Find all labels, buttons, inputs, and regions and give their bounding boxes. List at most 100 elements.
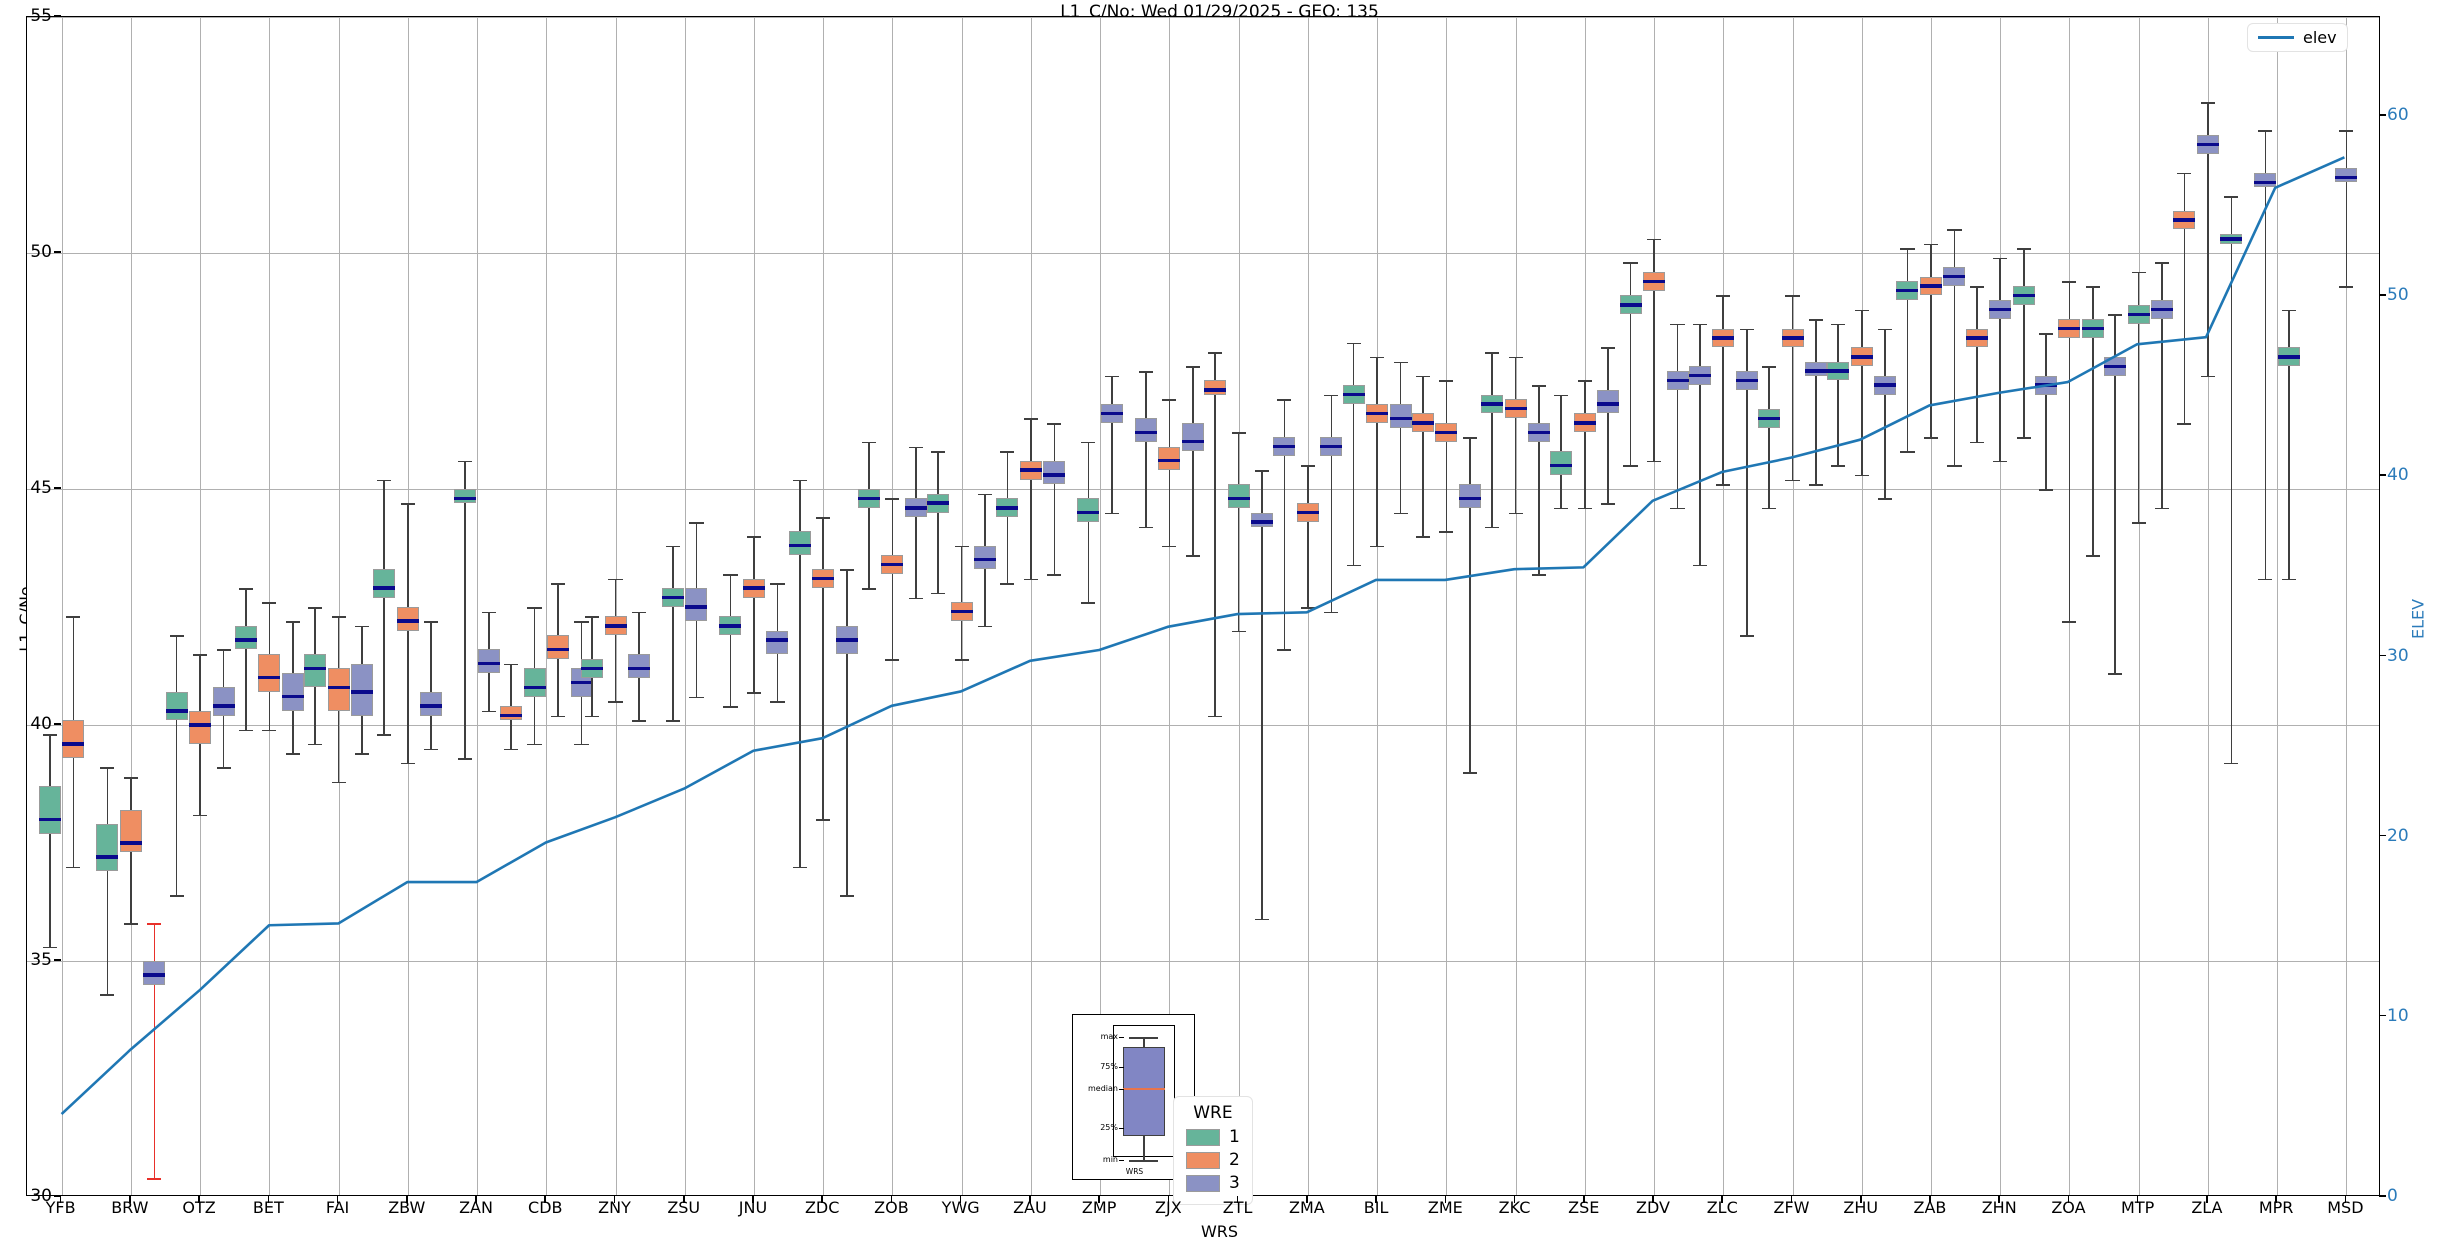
y-axis-tick-left: 55 [6, 6, 61, 26]
gridline-vertical [2138, 17, 2140, 1195]
boxplot-median [1366, 411, 1389, 416]
boxplot-cap-max [1508, 356, 1523, 359]
boxplot-cap-min [2258, 578, 2273, 581]
x-axis-tickmark [2206, 1196, 2208, 1203]
boxplot-box[interactable] [38, 786, 61, 834]
boxplot-cap-min [481, 710, 496, 713]
elev-legend[interactable]: elev [2247, 23, 2348, 52]
boxplot-box[interactable] [189, 710, 212, 744]
x-axis-tickmark [682, 1196, 685, 1203]
gridline-horizontal [27, 961, 2379, 962]
boxplot-cap-min [1277, 649, 1292, 652]
boxplot-cap-min [2016, 437, 2031, 439]
x-axis-tick-zdc: ZDC [804, 1198, 840, 1217]
boxplot-median [1943, 274, 1966, 279]
gridline-vertical [1030, 17, 1032, 1195]
boxplot-cap-min [2062, 621, 2077, 623]
boxplot-box[interactable] [327, 668, 350, 711]
boxplot-median [327, 685, 350, 689]
gridline-vertical [1377, 17, 1379, 1195]
boxplot-cap-min [400, 762, 415, 765]
y-axis-tick-left: 35 [6, 950, 61, 970]
boxplot-cap-min [1162, 545, 1177, 548]
boxplot-box[interactable] [212, 687, 235, 716]
boxplot-cap-max [931, 451, 946, 453]
boxplot-cap-min [2177, 422, 2192, 425]
boxplot-whisker [1583, 380, 1586, 508]
boxplot-whisker [430, 621, 433, 749]
wre-legend-item[interactable]: 3 [1186, 1173, 1240, 1193]
boxplot-whisker [753, 536, 755, 692]
boxplot-cap-min [584, 715, 600, 718]
inset-cap-upper [1129, 1037, 1158, 1039]
wre-legend-item[interactable]: 1 [1186, 1127, 1240, 1147]
boxplot-median [2058, 326, 2081, 331]
boxplot-median [1735, 378, 1758, 383]
boxplot-cap-min [931, 592, 946, 595]
boxplot-cap-min [954, 658, 969, 661]
boxplot-cap-max [285, 621, 300, 623]
elev-legend-label: elev [2303, 28, 2337, 47]
boxplot-box[interactable] [258, 654, 281, 692]
boxplot-cap-min [1231, 630, 1246, 633]
boxplot-cap-min [1023, 578, 1038, 581]
boxplot-box[interactable] [1181, 422, 1204, 452]
boxplot-cap-max [584, 616, 600, 619]
boxplot-median [881, 562, 904, 567]
boxplot-median [570, 680, 593, 685]
x-axis-tickmark [405, 1196, 408, 1203]
x-axis-tickmark [59, 1196, 62, 1203]
boxplot-cap-max [1324, 394, 1339, 397]
boxplot-median [974, 558, 997, 562]
boxplot-box[interactable] [165, 691, 188, 721]
boxplot-cap-max [2339, 130, 2354, 132]
inset-x-label: WRS [1125, 1167, 1144, 1176]
wre-legend-label-1: 1 [1229, 1127, 1240, 1147]
boxplot-cap-max [550, 583, 566, 585]
boxplot-cap-max [2177, 172, 2192, 175]
boxplot-box[interactable] [373, 569, 396, 598]
boxplot-median [1296, 510, 1319, 515]
boxplot-box[interactable] [304, 654, 327, 688]
gridline-vertical [61, 17, 63, 1195]
boxplot-cap-min [123, 923, 138, 925]
boxplot-cap-max [2131, 271, 2146, 274]
boxplot-box[interactable] [119, 809, 142, 853]
boxplot-median [2081, 326, 2104, 331]
boxplot-box[interactable] [766, 630, 789, 655]
boxplot-box[interactable] [62, 720, 85, 759]
x-axis-tickmark [1306, 1196, 1308, 1203]
boxplot-box[interactable] [523, 668, 546, 697]
boxplot-box[interactable] [96, 824, 119, 872]
boxplot-cap-max [1485, 352, 1500, 354]
boxplot-median [2220, 237, 2243, 241]
inset-label-median: median [1070, 1084, 1124, 1093]
x-axis-tick-zau: ZAU [1013, 1198, 1047, 1217]
boxplot-cap-max [665, 545, 681, 548]
x-axis-tickmark [544, 1196, 547, 1203]
boxplot-median [1273, 444, 1296, 449]
boxplot-cap-min [1577, 507, 1592, 510]
boxplot-cap-max [839, 569, 854, 571]
wre-legend-item[interactable]: 2 [1186, 1150, 1240, 1170]
x-axis-tickmark [1375, 1196, 1377, 1203]
boxplot-median [996, 506, 1019, 510]
boxplot-cap-min [1508, 512, 1523, 515]
boxplot-cap-max [481, 611, 496, 614]
boxplot-cap-max [458, 460, 473, 463]
x-axis-tick-zmp: ZMP [1081, 1198, 1117, 1217]
boxplot-cap-min [1900, 451, 1915, 453]
boxplot-cap-min [1462, 772, 1477, 774]
boxplot-median [1712, 336, 1735, 340]
boxplot-cap-min [424, 748, 439, 751]
boxplot-cap-min [723, 706, 738, 708]
x-axis-tick-zny: ZNY [598, 1198, 631, 1217]
boxplot-whisker [245, 588, 247, 730]
y-axis-tick-right: 0 [2379, 1186, 2439, 1206]
boxplot-median [1805, 369, 1827, 373]
boxplot-whisker [1884, 328, 1887, 499]
boxplot-median [2104, 364, 2127, 368]
boxplot-box[interactable] [281, 673, 304, 711]
boxplot-median [1874, 383, 1897, 387]
